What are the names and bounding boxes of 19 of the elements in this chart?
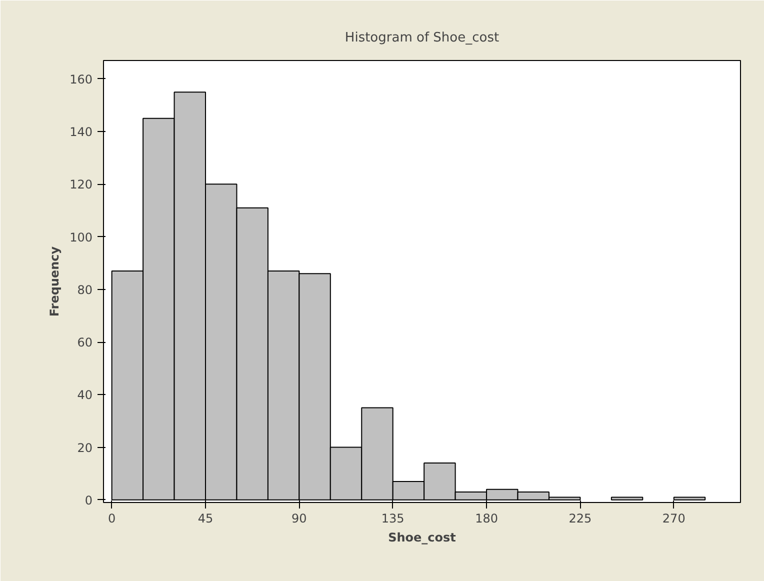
- x-tick-label: 270: [662, 512, 686, 526]
- x-tick-label: 180: [475, 512, 498, 526]
- y-tick-label: 120: [70, 178, 92, 192]
- y-tick-label: 40: [77, 388, 93, 402]
- x-tick-label: 0: [108, 512, 116, 526]
- y-tick-label: 140: [70, 125, 92, 140]
- y-tick-label: 0: [84, 493, 93, 508]
- y-tick-label: 160: [70, 72, 92, 86]
- y-tick-label: 60: [77, 336, 93, 350]
- y-axis-title: Frequency: [48, 246, 62, 317]
- y-tick-label: 80: [77, 282, 93, 297]
- x-tick-label: 225: [568, 512, 592, 526]
- y-tick-label: 20: [77, 440, 93, 455]
- x-tick-label: 45: [198, 512, 214, 526]
- x-tick-label: 135: [381, 512, 404, 526]
- x-tick-label: 90: [292, 512, 307, 526]
- x-axis-title: Shoe_cost: [388, 530, 456, 544]
- y-tick-label: 100: [70, 230, 92, 244]
- chart-title: Histogram of Shoe_cost: [344, 30, 500, 46]
